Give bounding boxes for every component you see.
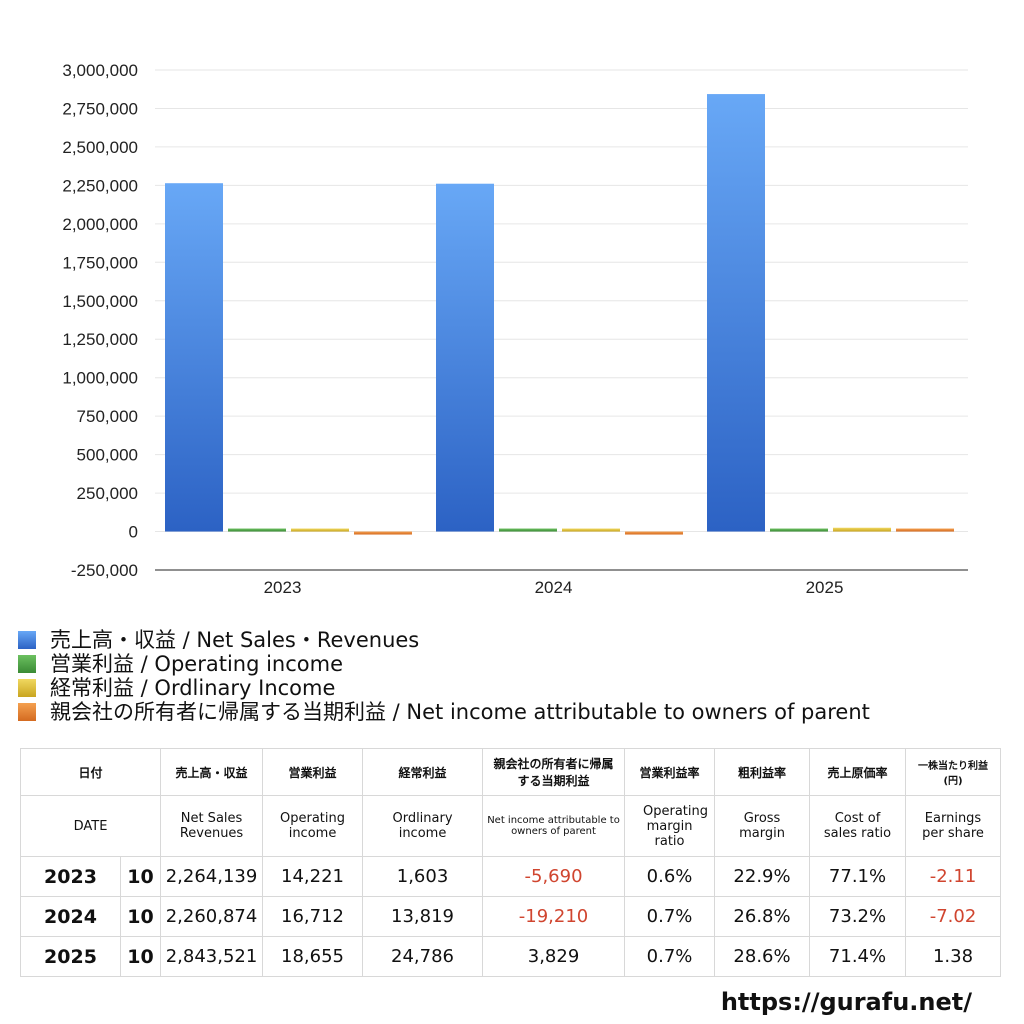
table-row: 2024 10 2,260,874 16,712 13,819 -19,210 …	[20, 896, 1002, 937]
header-net-jp: 親会社の所有者に帰属する当期利益	[482, 748, 626, 796]
legend-label-net: 親会社の所有者に帰属する当期利益 / Net income attributab…	[50, 700, 870, 724]
row-ordinary: 13,819	[362, 896, 484, 937]
y-tick-label: -250,000	[71, 561, 138, 580]
row-sales: 2,264,139	[160, 856, 264, 897]
legend-item-sales: 売上高・収益 / Net Sales・Revenues	[18, 628, 870, 652]
row-operating: 18,655	[262, 936, 364, 977]
legend-swatch-ordinary	[18, 679, 36, 697]
row-ordinary: 1,603	[362, 856, 484, 897]
row-cos: 73.2%	[809, 896, 907, 937]
row-month: 10	[119, 896, 162, 937]
row-net: -19,210	[482, 896, 626, 937]
legend-item-net: 親会社の所有者に帰属する当期利益 / Net income attributab…	[18, 700, 870, 724]
table-row: 2023 10 2,264,139 14,221 1,603 -5,690 0.…	[20, 856, 1002, 897]
row-opm: 0.7%	[624, 936, 716, 977]
row-cos: 71.4%	[809, 936, 907, 977]
y-tick-label: 1,750,000	[62, 253, 138, 272]
header-opm-jp: 営業利益率	[624, 748, 716, 796]
header-sales-jp: 売上高・収益	[160, 748, 264, 796]
row-opm: 0.6%	[624, 856, 716, 897]
row-year: 2024	[20, 896, 121, 937]
legend-label-ordinary: 経常利益 / Ordlinary Income	[50, 676, 336, 700]
row-eps: 1.38	[905, 936, 1002, 977]
row-net: -5,690	[482, 856, 626, 897]
bar-sales-2023	[165, 183, 223, 532]
bar-ordinary-2024	[562, 528, 620, 532]
row-opm: 0.7%	[624, 896, 716, 937]
y-tick-label: 250,000	[77, 484, 138, 503]
row-operating: 14,221	[262, 856, 364, 897]
header-gm-en: Gross margin	[714, 795, 811, 857]
header-sales-en: Net Sales Revenues	[160, 795, 264, 857]
bar-net-2024	[625, 531, 683, 535]
legend-swatch-sales	[18, 631, 36, 649]
y-tick-label: 500,000	[77, 446, 138, 465]
bar-net-2025	[896, 528, 954, 532]
row-net: 3,829	[482, 936, 626, 977]
header-operating-en: Operating income	[262, 795, 364, 857]
y-tick-label: 2,500,000	[62, 138, 138, 157]
header-cos-en: Cost of sales ratio	[809, 795, 907, 857]
y-tick-label: 2,000,000	[62, 215, 138, 234]
x-tick-label: 2025	[806, 578, 844, 597]
table-header-jp: 日付 売上高・収益 営業利益 経常利益 親会社の所有者に帰属する当期利益 営業利…	[19, 748, 1002, 796]
y-tick-label: 2,250,000	[62, 176, 138, 195]
y-tick-label: 750,000	[77, 407, 138, 426]
x-tick-label: 2023	[264, 578, 302, 597]
row-year: 2025	[20, 936, 121, 977]
header-gm-jp: 粗利益率	[714, 748, 811, 796]
y-tick-label: 0	[129, 523, 138, 542]
header-ordinary-jp: 経常利益	[362, 748, 484, 796]
y-tick-label: 3,000,000	[62, 61, 138, 80]
bar-net-2023	[354, 531, 412, 535]
header-ordinary-en: Ordlinary income	[362, 795, 484, 857]
bar-sales-2025	[707, 94, 765, 532]
site-url[interactable]: https://gurafu.net/	[720, 988, 972, 1016]
bar-chart: 3,000,000 2,750,000 2,500,000 2,250,000 2,00…	[62, 61, 968, 597]
bar-operating-2023	[228, 528, 286, 532]
row-sales: 2,843,521	[160, 936, 264, 977]
bar-sales-2024	[436, 183, 494, 532]
y-tick-label: 1,000,000	[62, 369, 138, 388]
header-operating-jp: 営業利益	[262, 748, 364, 796]
table-row: 2025 10 2,843,521 18,655 24,786 3,829 0.…	[20, 936, 1002, 977]
table-header-en: DATE Net Sales Revenues Operating income…	[19, 795, 1002, 857]
legend: 売上高・収益 / Net Sales・Revenues 営業利益 / Opera…	[18, 628, 870, 724]
y-tick-label: 1,250,000	[62, 330, 138, 349]
row-sales: 2,260,874	[160, 896, 264, 937]
legend-item-operating: 営業利益 / Operating income	[18, 652, 870, 676]
bar-operating-2024	[499, 528, 557, 532]
legend-swatch-operating	[18, 655, 36, 673]
header-eps-jp: 一株当たり利益(円)	[905, 748, 1002, 796]
legend-item-ordinary: 経常利益 / Ordlinary Income	[18, 676, 870, 700]
header-date-jp: 日付	[19, 748, 162, 796]
x-tick-label: 2024	[535, 578, 573, 597]
header-eps-en: Earnings per share	[905, 795, 1002, 857]
row-gm: 22.9%	[714, 856, 811, 897]
legend-label-sales: 売上高・収益 / Net Sales・Revenues	[50, 628, 420, 652]
row-eps: -7.02	[905, 896, 1002, 937]
row-month: 10	[119, 936, 162, 977]
y-tick-label: 1,500,000	[62, 292, 138, 311]
row-year: 2023	[20, 856, 121, 897]
header-cos-jp: 売上原価率	[809, 748, 907, 796]
header-opm-en: Operating margin ratio	[624, 795, 716, 857]
y-tick-label: 2,750,000	[62, 99, 138, 118]
header-net-en: Net income attributable to owners of par…	[482, 795, 626, 857]
row-month: 10	[119, 856, 162, 897]
legend-label-operating: 営業利益 / Operating income	[50, 652, 344, 676]
legend-swatch-net	[18, 703, 36, 721]
financial-table: 日付 売上高・収益 営業利益 経常利益 親会社の所有者に帰属する当期利益 営業利…	[19, 748, 1002, 977]
header-date-en: DATE	[19, 795, 162, 857]
row-gm: 28.6%	[714, 936, 811, 977]
row-cos: 77.1%	[809, 856, 907, 897]
bar-ordinary-2025	[833, 527, 891, 532]
row-operating: 16,712	[262, 896, 364, 937]
row-eps: -2.11	[905, 856, 1002, 897]
row-ordinary: 24,786	[362, 936, 484, 977]
bar-operating-2025	[770, 528, 828, 532]
row-gm: 26.8%	[714, 896, 811, 937]
bar-ordinary-2023	[291, 528, 349, 532]
